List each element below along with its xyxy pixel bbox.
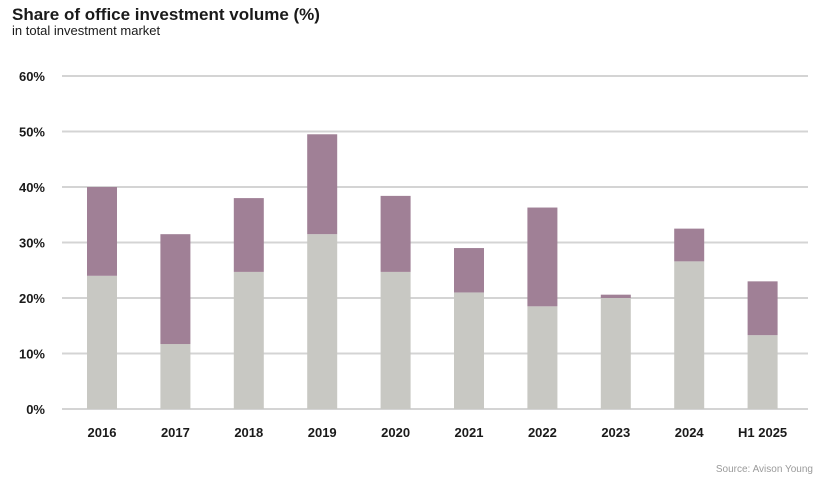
bar-segment-top xyxy=(87,187,117,276)
x-tick-label: 2017 xyxy=(161,425,190,440)
bar-segment-base xyxy=(380,271,411,409)
bar-segment-base xyxy=(674,261,705,409)
y-tick-label: 40% xyxy=(19,180,45,195)
bar-segment-top xyxy=(307,134,338,235)
x-tick-label: 2018 xyxy=(234,425,263,440)
source-note: Source: Avison Young xyxy=(715,464,813,475)
bar-segment-top xyxy=(454,248,484,293)
bars xyxy=(87,134,778,409)
chart-title: Share of office investment volume (%) xyxy=(12,5,320,24)
bar-segment-base xyxy=(600,298,631,409)
bar-segment-top xyxy=(527,207,558,307)
x-tick-label: 2023 xyxy=(601,425,630,440)
y-tick-label: 30% xyxy=(19,236,45,251)
x-tick-label: 2022 xyxy=(528,425,557,440)
bar-segment-base xyxy=(747,335,778,409)
x-tick-label: 2019 xyxy=(308,425,337,440)
bar-segment-base xyxy=(307,234,338,409)
bar-segment-top xyxy=(674,228,705,262)
bar-segment-top xyxy=(380,195,411,272)
bar-segment-top xyxy=(600,294,631,298)
y-tick-label: 20% xyxy=(19,291,45,306)
bar-segment-base xyxy=(233,271,264,409)
y-tick-label: 10% xyxy=(19,347,45,362)
y-tick-label: 60% xyxy=(19,69,45,84)
x-tick-label: 2021 xyxy=(455,425,484,440)
x-tick-label: 2024 xyxy=(675,425,705,440)
y-tick-label: 0% xyxy=(26,402,45,417)
bar-segment-base xyxy=(160,344,191,409)
bar-segment-top xyxy=(233,198,264,272)
x-axis: 2016 2017 2018 2019 2020 2021 2022 2023 2024 H1 2… xyxy=(88,425,788,440)
x-tick-label: 2020 xyxy=(381,425,410,440)
bar-segment-base xyxy=(454,292,484,409)
bar-segment-base xyxy=(527,306,558,409)
chart-subtitle: in total investment market xyxy=(12,23,161,38)
bar-segment-top xyxy=(160,234,191,345)
x-tick-label: H1 2025 xyxy=(738,425,787,440)
x-tick-label: 2016 xyxy=(88,425,117,440)
bar-segment-base xyxy=(87,275,117,409)
bar-segment-top xyxy=(747,281,778,336)
y-tick-label: 50% xyxy=(19,125,45,140)
y-axis: 0% 10% 20% 30% 40% 50% 60% xyxy=(19,69,45,417)
